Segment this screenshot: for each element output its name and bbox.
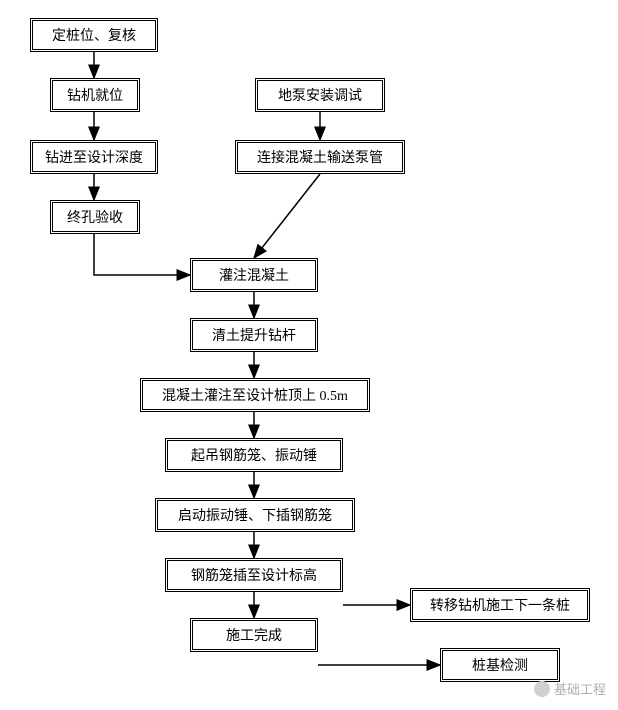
node-label: 清土提升钻杆 [212,325,296,345]
flowchart-node: 起吊钢筋笼、振动锤 [165,438,343,472]
node-label: 施工完成 [226,625,282,645]
node-label: 钢筋笼插至设计标高 [191,565,317,585]
node-label: 钻进至设计深度 [45,147,143,167]
node-label: 混凝土灌注至设计桩顶上 0.5m [162,385,348,405]
node-label: 钻机就位 [67,85,123,105]
flowchart-node: 钻机就位 [50,78,140,112]
flowchart-node: 转移钻机施工下一条桩 [410,588,590,622]
node-label: 终孔验收 [67,207,123,227]
flowchart-node: 钢筋笼插至设计标高 [165,558,343,592]
node-label: 灌注混凝土 [219,265,289,285]
flowchart-node: 连接混凝土输送泵管 [235,140,405,174]
watermark-text: 基础工程 [554,679,606,698]
flowchart-node: 桩基检测 [440,648,560,682]
flowchart-node: 混凝土灌注至设计桩顶上 0.5m [140,378,370,412]
wechat-icon [534,681,550,697]
flowchart-node: 清土提升钻杆 [190,318,318,352]
flowchart-node: 灌注混凝土 [190,258,318,292]
flowchart-node: 终孔验收 [50,200,140,234]
flowchart-node: 钻进至设计深度 [30,140,158,174]
node-label: 启动振动锤、下插钢筋笼 [178,505,332,525]
node-label: 起吊钢筋笼、振动锤 [191,445,317,465]
flowchart-node: 地泵安装调试 [255,78,385,112]
flowchart-edge [94,234,190,275]
flowchart-node: 施工完成 [190,618,318,652]
node-label: 地泵安装调试 [278,85,362,105]
node-label: 连接混凝土输送泵管 [257,147,383,167]
flowchart-node: 定桩位、复核 [30,18,158,52]
flowchart-node: 启动振动锤、下插钢筋笼 [155,498,355,532]
node-label: 转移钻机施工下一条桩 [430,595,570,615]
watermark: 基础工程 [534,679,606,698]
flowchart-edge [254,174,320,258]
node-label: 定桩位、复核 [52,25,136,45]
node-label: 桩基检测 [472,655,528,675]
